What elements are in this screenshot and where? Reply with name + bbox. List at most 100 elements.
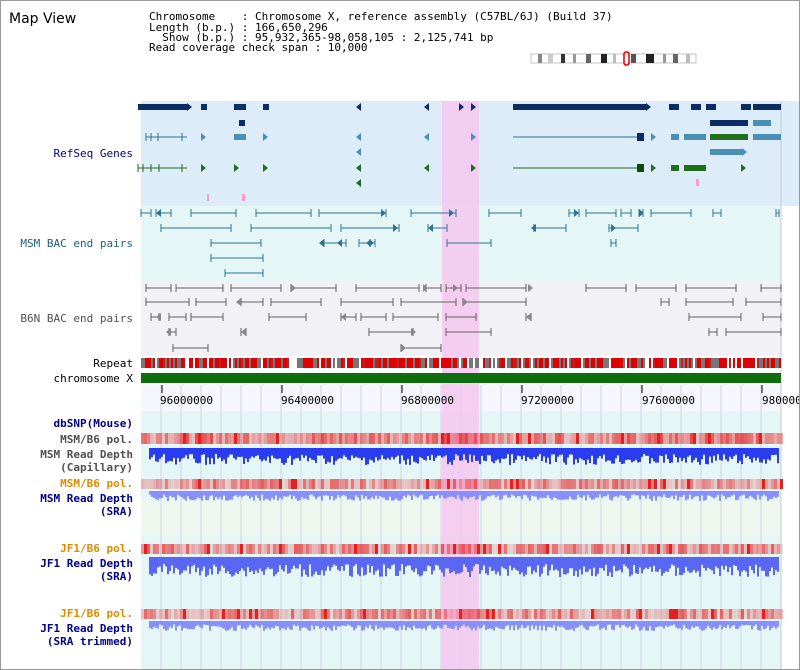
read-depth-bar <box>235 621 237 631</box>
polymorphism-cell <box>333 433 336 444</box>
read-depth-bar <box>407 491 409 495</box>
repeat-element <box>707 358 709 368</box>
polymorphism-cell <box>336 544 339 554</box>
track-label-b6n-bac[interactable]: B6N BAC end pairs <box>20 312 133 325</box>
polymorphism-cell <box>432 479 435 489</box>
polymorphism-cell <box>636 433 639 444</box>
polymorphism-cell <box>609 609 612 619</box>
track-label-repeat[interactable]: Repeat <box>93 357 133 370</box>
read-depth-bar <box>765 557 767 577</box>
read-depth-bar <box>189 621 191 630</box>
read-depth-bar <box>609 621 611 625</box>
track-label-msm-b6-pol[interactable]: MSM/B6 pol. <box>60 433 133 446</box>
read-depth-bar <box>503 557 505 569</box>
polymorphism-cell <box>510 479 513 489</box>
polymorphism-cell <box>459 479 462 489</box>
read-depth-bar <box>709 557 711 570</box>
polymorphism-cell <box>438 609 441 619</box>
repeat-element <box>259 358 261 368</box>
polymorphism-cell <box>366 609 369 619</box>
read-depth-bar <box>179 448 181 462</box>
track-label-chromosome[interactable]: chromosome X <box>53 372 133 385</box>
track-label-jf1-depth-trimmed[interactable]: JF1 Read Depth (SRA trimmed) <box>40 622 133 648</box>
polymorphism-cell <box>666 544 669 554</box>
track-label-dbsnp[interactable]: dbSNP(Mouse) <box>53 417 133 430</box>
read-depth-bar <box>391 448 393 457</box>
exon <box>263 104 269 110</box>
read-depth-bar <box>385 491 387 501</box>
repeat-element <box>353 358 355 368</box>
read-depth-bar <box>763 491 765 495</box>
read-depth-bar <box>691 557 693 573</box>
read-depth-bar <box>591 448 593 456</box>
track-label-msm-b6-pol-2[interactable]: MSM/B6 pol. <box>60 477 133 490</box>
read-depth-bar <box>505 621 507 627</box>
polymorphism-cell <box>174 479 177 489</box>
repeat-element <box>237 358 239 368</box>
read-depth-bar <box>271 557 273 569</box>
read-depth-bar <box>491 491 493 496</box>
polymorphism-cell <box>504 609 507 619</box>
read-depth-bar <box>237 557 239 575</box>
read-depth-bar <box>713 491 715 499</box>
polymorphism-cell <box>288 433 291 444</box>
read-depth-bar <box>231 621 233 628</box>
read-depth-bar <box>275 621 277 626</box>
track-label-msm-depth-sra[interactable]: MSM Read Depth (SRA) <box>40 492 133 518</box>
read-depth-bar <box>295 621 297 627</box>
read-depth-bar <box>763 557 765 571</box>
read-depth-bar <box>503 621 505 630</box>
read-depth-bar <box>427 557 429 566</box>
read-depth-bar <box>463 621 465 625</box>
polymorphism-cell <box>171 609 174 619</box>
repeat-element <box>497 358 499 368</box>
track-label-jf1-b6-pol[interactable]: JF1/B6 pol. <box>60 542 133 555</box>
polymorphism-cell <box>735 544 738 554</box>
read-depth-bar <box>225 491 227 501</box>
read-depth-bar <box>641 491 643 496</box>
polymorphism-cell <box>210 544 213 554</box>
read-depth-bar <box>689 448 691 456</box>
polymorphism-cell <box>513 609 516 619</box>
read-depth-bar <box>415 491 417 497</box>
read-depth-bar <box>623 621 625 625</box>
read-depth-bar <box>561 621 563 627</box>
repeat-element <box>177 358 179 368</box>
read-depth-bar <box>313 491 315 497</box>
read-depth-bar <box>303 448 305 458</box>
polymorphism-cell <box>708 609 711 619</box>
read-depth-bar <box>321 448 323 456</box>
repeat-element <box>593 358 595 368</box>
polymorphism-cell <box>780 609 783 619</box>
read-depth-bar <box>277 491 279 501</box>
ideogram-band <box>561 54 565 63</box>
read-depth-bar <box>367 448 369 465</box>
track-label-jf1-depth-sra[interactable]: JF1 Read Depth (SRA) <box>40 557 133 583</box>
polymorphism-cell <box>612 609 615 619</box>
read-depth-bar <box>511 621 513 626</box>
polymorphism-cell <box>666 433 669 444</box>
repeat-element <box>747 358 749 368</box>
track-label-msm-bac[interactable]: MSM BAC end pairs <box>20 237 133 250</box>
read-depth-bar <box>209 557 211 569</box>
read-depth-bar <box>187 448 189 459</box>
polymorphism-cell <box>690 433 693 444</box>
read-depth-bar <box>767 557 769 577</box>
polymorphism-cell <box>342 544 345 554</box>
read-depth-bar <box>501 557 503 567</box>
read-depth-bar <box>225 557 227 574</box>
polymorphism-cell <box>558 433 561 444</box>
polymorphism-cell <box>420 544 423 554</box>
repeat-element <box>629 358 631 368</box>
read-depth-bar <box>189 491 191 500</box>
repeat-element <box>181 358 183 368</box>
track-label-msm-depth-capillary[interactable]: MSM Read Depth (Capillary) <box>40 448 133 474</box>
read-depth-bar <box>701 491 703 496</box>
read-depth-bar <box>465 448 467 460</box>
read-depth-bar <box>165 621 167 631</box>
polymorphism-cell <box>504 544 507 554</box>
track-label-refseq[interactable]: RefSeq Genes <box>53 147 133 160</box>
track-label-jf1-b6-pol-2[interactable]: JF1/B6 pol. <box>60 607 133 620</box>
polymorphism-cell <box>339 609 342 619</box>
